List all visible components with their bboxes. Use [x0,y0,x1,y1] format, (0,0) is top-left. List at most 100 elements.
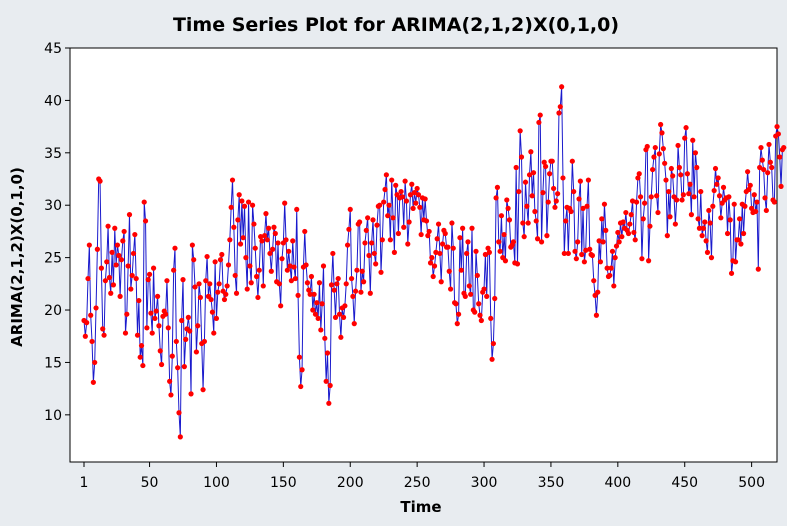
data-point [442,230,448,237]
data-point [496,239,502,245]
data-point [334,281,340,287]
data-point [181,364,187,370]
data-point [378,269,384,275]
data-point [430,273,436,280]
x-tick-label: 300 [471,475,498,491]
data-point [710,203,716,209]
data-point [362,240,368,246]
data-point [670,173,676,179]
data-point [724,230,731,237]
data-point [604,265,610,271]
data-point [245,199,252,205]
data-point [517,128,523,134]
data-point [774,124,780,130]
data-point [522,179,529,185]
data-point [169,353,175,359]
data-point [656,151,662,157]
data-point [659,130,665,136]
data-point [457,235,463,241]
data-point [532,208,538,215]
data-point [662,160,668,166]
data-point [88,312,94,318]
data-point [437,250,443,257]
data-point [516,188,522,195]
data-point [679,197,685,203]
data-point [572,248,578,254]
y-tick-label: 10 [44,408,62,424]
data-point [544,233,550,239]
data-point [374,222,380,228]
data-point [233,290,240,296]
data-point [694,164,700,171]
data-point [712,165,719,172]
data-point [359,268,365,274]
data-point [319,301,325,307]
data-point [636,171,642,177]
data-point [658,121,664,128]
data-point [253,273,260,280]
data-point [159,361,165,368]
data-point [221,296,228,303]
data-point [348,275,355,282]
data-point [762,195,768,201]
data-point [112,225,118,231]
data-point [203,278,209,284]
data-point [555,191,561,197]
data-point [322,335,328,341]
data-point [629,198,636,204]
data-point [609,248,616,254]
data-point [687,181,693,187]
data-point [97,178,103,184]
data-point [346,226,352,232]
data-point [577,178,583,184]
data-point [120,238,126,244]
data-point [239,198,245,204]
data-point [363,227,369,233]
data-point [267,250,273,257]
data-point [469,225,475,231]
data-point [537,112,543,118]
data-point [381,199,387,205]
data-point [465,239,471,245]
data-point [542,163,549,170]
data-point [121,228,127,235]
data-point [258,234,264,240]
data-point [109,249,115,255]
data-point [568,208,574,215]
y-tick-label: 25 [44,251,62,267]
data-point [173,338,179,345]
data-point [746,186,752,193]
data-point [89,338,95,345]
x-tick-label: 450 [671,475,698,491]
data-point [323,378,329,384]
data-point [290,238,296,244]
data-point [422,196,428,202]
data-point [612,255,618,261]
data-point [426,228,432,235]
data-point [101,332,107,338]
data-point [446,268,452,274]
data-point [696,225,703,231]
data-point [514,261,521,267]
data-point [781,144,787,151]
data-point [299,367,305,373]
data-point [561,250,567,257]
data-point [200,387,206,393]
data-point [655,209,661,216]
data-point [391,249,397,255]
data-point [142,218,149,224]
data-point [105,223,111,229]
data-point [228,204,234,210]
data-point [94,246,100,252]
data-point [485,245,491,251]
data-point [666,188,672,195]
data-point [284,267,290,273]
data-point [565,250,571,257]
data-point [336,311,343,317]
data-point [556,110,562,116]
data-point [707,220,713,226]
data-point [271,224,277,230]
y-axis: 10 15 20 25 30 35 40 45 [44,41,70,424]
data-point [402,178,408,184]
data-point [154,293,161,299]
